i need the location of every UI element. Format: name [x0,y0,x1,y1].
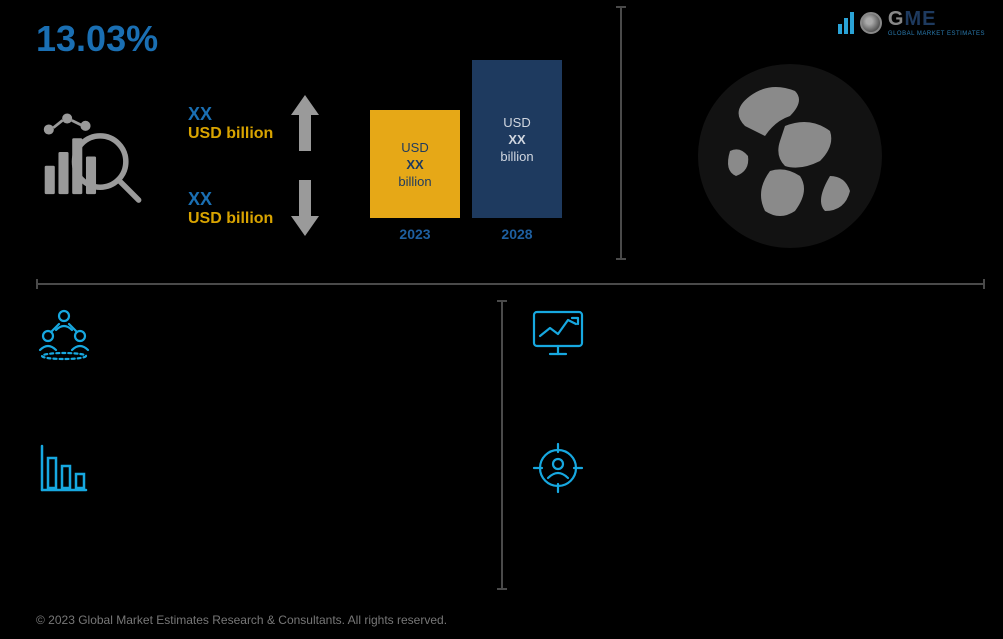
arrow-down-icon [291,180,319,236]
logo-text: GME GLOBAL MARKET ESTIMATES [888,8,985,37]
logo-globe-icon [860,12,882,34]
bar-2028: USD XX billion 2028 [472,60,562,242]
people-network-icon [36,306,92,362]
bottom-vertical-divider [501,300,503,590]
bar-2023-usd: USD [401,140,428,155]
stat-up: XX USD billion [188,95,319,151]
bar-2028-body: USD XX billion [472,60,562,218]
bar-2023-year: 2023 [370,226,460,242]
stat-down: XX USD billion [188,180,319,236]
bar-2028-usd: USD [503,115,530,130]
monitor-trend-icon [530,306,586,362]
bar-2028-bil: billion [500,149,533,164]
arrow-up-icon [291,95,319,151]
logo-subtitle: GLOBAL MARKET ESTIMATES [888,31,985,37]
stat-up-unit: USD billion [188,125,273,143]
bar-2023-val: XX [406,157,423,172]
copyright-text: © 2023 Global Market Estimates Research … [36,613,447,627]
top-vertical-divider [620,6,622,260]
analytics-icon [36,102,146,212]
bar-chart-icon [36,440,92,496]
gme-logo: GME GLOBAL MARKET ESTIMATES [838,8,985,37]
globe-icon [690,56,890,256]
bar-2023-bil: billion [398,174,431,189]
stat-down-value: XX [188,189,273,210]
cagr-value: 13.03% [36,18,158,60]
stat-up-value: XX [188,104,273,125]
bar-2023-body: USD XX billion [370,110,460,218]
stat-down-unit: USD billion [188,210,273,228]
bar-2028-val: XX [508,132,525,147]
bar-2028-year: 2028 [472,226,562,242]
logo-bars-icon [838,12,854,34]
mid-horizontal-divider [36,283,985,285]
target-user-icon [530,440,586,496]
bar-chart: USD XX billion 2023 USD XX billion 2028 [360,80,590,270]
bar-2023: USD XX billion 2023 [370,110,460,242]
